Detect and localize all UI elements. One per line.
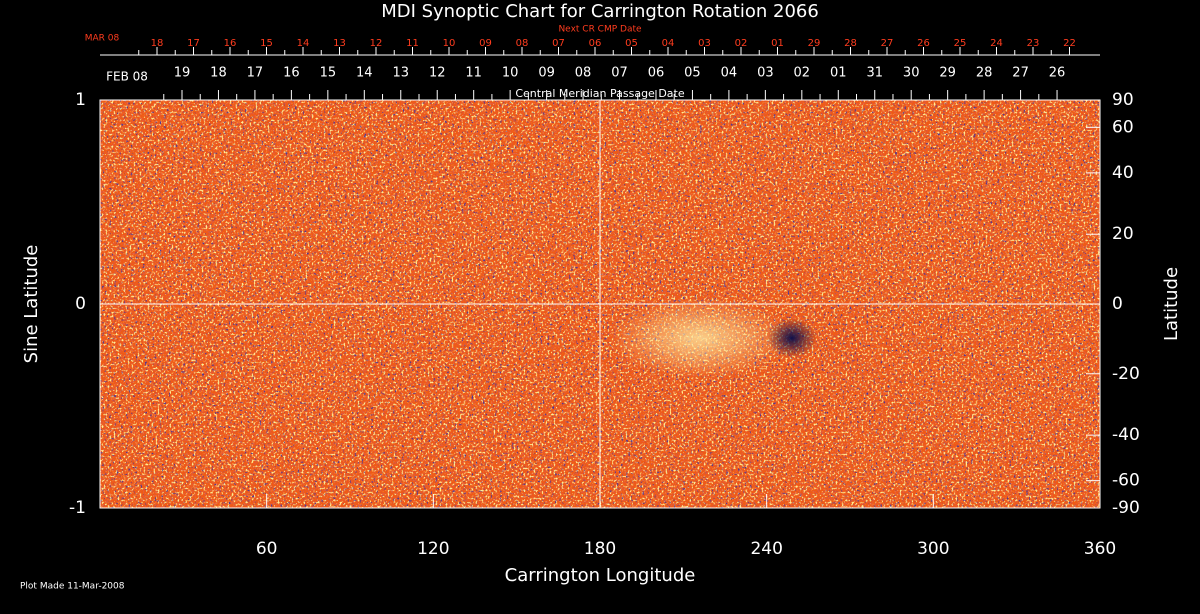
date-axis-title: Central Meridian Passage Date bbox=[515, 87, 684, 100]
x-tick-label: 360 bbox=[1084, 539, 1116, 559]
date-label: 02 bbox=[794, 66, 811, 81]
date-label: 17 bbox=[247, 66, 264, 81]
date-label: 23 bbox=[1027, 38, 1040, 49]
date-label: 30 bbox=[903, 66, 920, 81]
date-label: 29 bbox=[808, 38, 821, 49]
date-label: 18 bbox=[151, 38, 164, 49]
x-axis-label: Carrington Longitude bbox=[505, 565, 696, 586]
date-label: 01 bbox=[830, 66, 847, 81]
date-label: 07 bbox=[552, 38, 565, 49]
date-label: 28 bbox=[844, 38, 857, 49]
date-label: 02 bbox=[735, 38, 748, 49]
date-label: 14 bbox=[356, 66, 373, 81]
date-label: 16 bbox=[283, 66, 300, 81]
date-label: 17 bbox=[187, 38, 200, 49]
date-label: 05 bbox=[684, 66, 701, 81]
date-label: 04 bbox=[662, 38, 675, 49]
y2-tick-label: -20 bbox=[1112, 364, 1140, 384]
y2-tick-label: -90 bbox=[1112, 498, 1140, 518]
date-axis-month: MAR 08 bbox=[85, 34, 120, 44]
date-label: 03 bbox=[698, 38, 711, 49]
y-tick-label: 0 bbox=[75, 294, 86, 314]
date-label: 16 bbox=[224, 38, 237, 49]
date-label: 03 bbox=[757, 66, 774, 81]
date-label: 29 bbox=[939, 66, 956, 81]
date-label: 05 bbox=[625, 38, 638, 49]
date-label: 10 bbox=[502, 66, 519, 81]
chart-title: MDI Synoptic Chart for Carrington Rotati… bbox=[381, 1, 819, 22]
x-tick-label: 180 bbox=[584, 539, 616, 559]
date-label: 15 bbox=[260, 38, 273, 49]
date-label: 04 bbox=[721, 66, 738, 81]
date-label: 24 bbox=[990, 38, 1003, 49]
date-label: 19 bbox=[174, 66, 191, 81]
date-label: 07 bbox=[611, 66, 628, 81]
x-tick-label: 300 bbox=[917, 539, 949, 559]
y2-axis-label: Latitude bbox=[1161, 267, 1182, 341]
date-label: 08 bbox=[516, 38, 529, 49]
date-label: 12 bbox=[370, 38, 383, 49]
date-label: 15 bbox=[320, 66, 337, 81]
date-label: 27 bbox=[1012, 66, 1029, 81]
date-label: 06 bbox=[589, 38, 602, 49]
date-label: 27 bbox=[881, 38, 894, 49]
date-label: 31 bbox=[866, 66, 883, 81]
y-tick-label: 1 bbox=[75, 90, 86, 110]
date-label: 22 bbox=[1063, 38, 1076, 49]
date-label: 11 bbox=[406, 38, 419, 49]
date-label: 28 bbox=[976, 66, 993, 81]
date-axis-month: FEB 08 bbox=[106, 70, 148, 84]
x-tick-label: 60 bbox=[256, 539, 278, 559]
y-axis-label: Sine Latitude bbox=[21, 245, 42, 364]
y2-tick-label: 60 bbox=[1112, 117, 1134, 137]
y2-tick-label: 20 bbox=[1112, 224, 1134, 244]
date-label: 08 bbox=[575, 66, 592, 81]
footnote: Plot Made 11-Mar-2008 bbox=[20, 582, 125, 592]
date-axis-title: Next CR CMP Date bbox=[558, 25, 642, 35]
date-label: 13 bbox=[392, 66, 409, 81]
date-label: 13 bbox=[333, 38, 346, 49]
date-label: 01 bbox=[771, 38, 784, 49]
x-tick-label: 120 bbox=[417, 539, 449, 559]
y2-tick-label: 0 bbox=[1112, 294, 1123, 314]
y2-tick-label: 90 bbox=[1112, 90, 1134, 110]
y2-tick-label: -40 bbox=[1112, 425, 1140, 445]
date-label: 25 bbox=[954, 38, 967, 49]
date-label: 11 bbox=[465, 66, 482, 81]
x-tick-label: 240 bbox=[750, 539, 782, 559]
date-label: 26 bbox=[917, 38, 930, 49]
y2-tick-label: -60 bbox=[1112, 471, 1140, 491]
y-tick-label: -1 bbox=[69, 498, 86, 518]
date-label: 14 bbox=[297, 38, 310, 49]
date-label: 06 bbox=[648, 66, 665, 81]
y2-tick-label: 40 bbox=[1112, 163, 1134, 183]
date-label: 09 bbox=[479, 38, 492, 49]
date-label: 10 bbox=[443, 38, 456, 49]
date-label: 09 bbox=[538, 66, 555, 81]
date-label: 18 bbox=[210, 66, 227, 81]
date-label: 12 bbox=[429, 66, 446, 81]
date-label: 26 bbox=[1049, 66, 1066, 81]
